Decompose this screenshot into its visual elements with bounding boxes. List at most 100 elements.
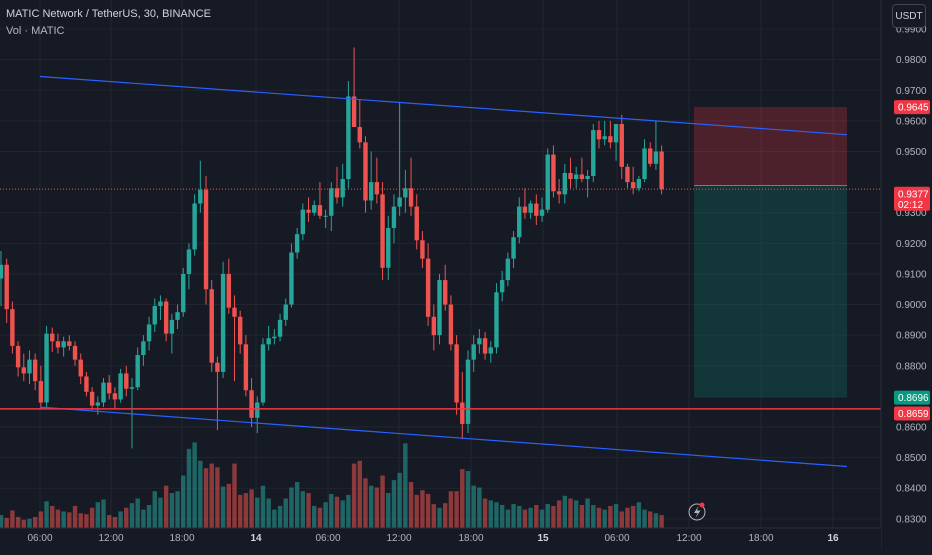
- candle-body: [226, 273, 231, 308]
- volume-bar: [437, 507, 442, 528]
- candle-body: [602, 136, 607, 140]
- volume-bar: [482, 498, 488, 528]
- candle: [591, 123, 596, 183]
- trendline: [39, 406, 848, 468]
- lightning-icon-dot: [699, 502, 705, 508]
- volume-bar: [477, 487, 482, 528]
- volume-bar: [425, 493, 431, 528]
- volume-bar: [112, 516, 118, 528]
- volume-bar: [55, 509, 61, 528]
- candle: [596, 120, 602, 149]
- candle: [135, 347, 140, 391]
- volume-bar: [118, 511, 123, 528]
- price-tick-label: 0.8900: [896, 331, 927, 342]
- candle-body: [386, 228, 391, 268]
- candle: [112, 387, 118, 409]
- candle: [323, 209, 328, 229]
- candle: [266, 325, 271, 351]
- candle: [215, 356, 220, 431]
- volume-bar: [431, 504, 437, 528]
- candle-body: [323, 215, 328, 217]
- candle: [61, 336, 66, 357]
- candle-body: [488, 347, 493, 354]
- candle-body: [232, 307, 237, 317]
- candle-body: [27, 359, 32, 374]
- volume-bar: [95, 502, 101, 528]
- candle: [659, 145, 664, 195]
- candle: [505, 252, 511, 287]
- candle-body: [534, 203, 539, 216]
- time-tick-label: 15: [537, 533, 549, 544]
- candle: [528, 200, 533, 219]
- candle-body: [591, 130, 596, 176]
- candle-body: [551, 154, 556, 192]
- volume-bar: [551, 505, 556, 528]
- volume-bar: [579, 505, 585, 528]
- candle-body: [294, 234, 300, 253]
- candle: [465, 350, 471, 434]
- volume-bar: [300, 491, 306, 528]
- candle-body: [78, 359, 83, 377]
- volume-bar: [175, 491, 180, 528]
- candle: [363, 136, 368, 213]
- candle: [397, 102, 402, 216]
- volume-bar: [608, 505, 613, 528]
- price-tick-label: 0.9600: [896, 116, 927, 127]
- candle: [163, 298, 169, 342]
- candle-body: [499, 280, 505, 293]
- candle-body: [579, 174, 585, 180]
- currency-button[interactable]: USDT: [892, 4, 926, 28]
- time-tick-label: 12:00: [676, 533, 701, 544]
- candle: [534, 194, 539, 225]
- candle: [454, 335, 459, 415]
- volume-bar: [619, 511, 624, 528]
- price-tick-label: 0.9500: [896, 147, 927, 158]
- volume-bar: [89, 507, 95, 528]
- candle: [642, 139, 647, 183]
- volume-bar: [596, 507, 602, 528]
- price-tick-label: 0.9000: [896, 300, 927, 311]
- volume-bar: [443, 503, 448, 528]
- volume-bar: [511, 504, 516, 528]
- candle: [107, 374, 112, 400]
- volume-bar: [505, 509, 511, 528]
- candle-body: [4, 264, 9, 310]
- candle: [175, 304, 180, 330]
- volume-bar: [27, 518, 32, 528]
- volume-bar: [277, 505, 283, 528]
- candle-body: [21, 367, 26, 374]
- candle: [511, 231, 516, 268]
- candle: [169, 313, 175, 354]
- candle: [15, 341, 21, 377]
- candle-body: [636, 179, 642, 189]
- candle-body: [374, 182, 380, 195]
- candle: [403, 169, 408, 213]
- candle: [32, 353, 38, 391]
- candle: [226, 258, 231, 314]
- candle: [317, 182, 323, 219]
- volume-bar: [209, 463, 214, 528]
- candle: [630, 166, 636, 195]
- target-price-label-bg: [894, 390, 930, 405]
- candle: [391, 194, 397, 244]
- candle-body: [38, 381, 44, 403]
- candle-body: [408, 188, 414, 207]
- volume-bar: [50, 505, 55, 528]
- volume-bar: [4, 517, 9, 528]
- lightning-icon[interactable]: [688, 502, 706, 521]
- candle: [619, 114, 624, 180]
- volume-bar: [272, 509, 277, 528]
- candle: [585, 169, 590, 198]
- volume-bar: [84, 514, 89, 528]
- candle-body: [368, 182, 374, 201]
- candle-body: [420, 240, 425, 259]
- last-price-label: 0.9377: [898, 189, 929, 200]
- candle: [443, 264, 448, 311]
- price-tick-label: 0.9200: [896, 239, 927, 250]
- candle-body: [10, 309, 15, 346]
- candle-body: [0, 264, 4, 279]
- candle: [437, 273, 442, 345]
- candle: [0, 250, 4, 307]
